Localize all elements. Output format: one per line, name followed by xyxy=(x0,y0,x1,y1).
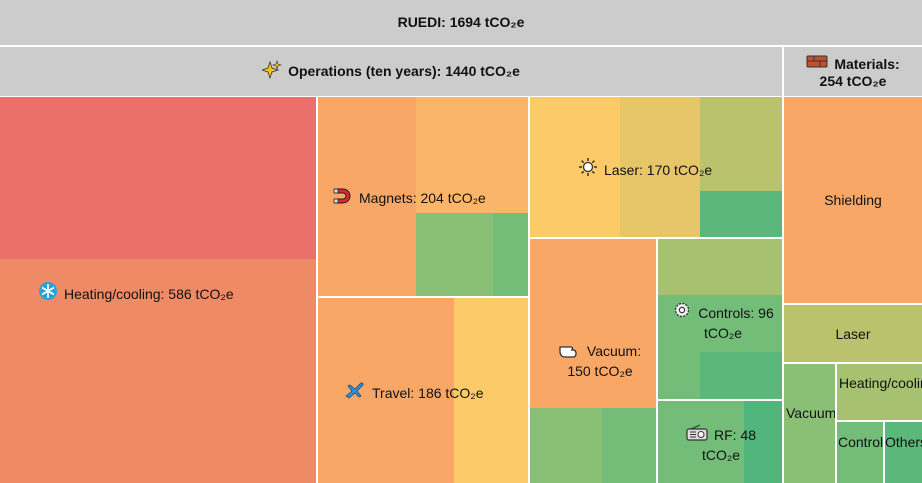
vacuum-label: Vacuum: 150 tCO₂e xyxy=(552,342,648,380)
materials-heating-label: Heating/cooling xyxy=(839,374,922,392)
vacuum-cell-c xyxy=(602,408,656,483)
controls-cell-c xyxy=(700,352,782,399)
controls-label: Controls: 96 tCO₂e xyxy=(668,300,778,342)
controls-cell-a xyxy=(658,239,782,295)
snowflake-icon xyxy=(38,281,58,305)
materials-header-text: Materials: xyxy=(834,56,900,72)
laser-cell-b xyxy=(620,97,700,237)
brick-icon xyxy=(806,55,828,72)
laser-cell-c xyxy=(700,97,782,191)
materials-others-label-text: Others xyxy=(885,434,922,450)
magnets-cell-c xyxy=(416,213,493,297)
operations-header: Operations (ten years): 1440 tCO₂e xyxy=(0,47,782,96)
materials-vacuum-label: Vacuum xyxy=(786,404,837,422)
rf-label: RF: 48 tCO₂e xyxy=(676,424,766,464)
materials-controls-cell xyxy=(837,422,883,483)
materials-vacuum-label-text: Vacuum xyxy=(786,405,837,421)
travel-label-text: Travel: 186 tCO₂e xyxy=(372,385,484,401)
materials-header: Materials: 254 tCO₂e xyxy=(784,47,922,96)
mat-divider-5 xyxy=(883,422,885,483)
magnets-cell-d xyxy=(493,213,528,297)
heating-cooling-cell-a xyxy=(0,97,316,259)
vacuum-label-text: Vacuum: 150 tCO₂e xyxy=(567,343,642,379)
travel-cell-b xyxy=(454,298,528,483)
heating-cooling-cell-b xyxy=(0,259,174,483)
header-divider xyxy=(0,45,922,47)
ops-divider-2 xyxy=(318,296,528,298)
airplane-icon xyxy=(344,380,366,404)
shielding-label-text: Shielding xyxy=(824,192,882,208)
vacuum-cell-a xyxy=(530,239,656,408)
materials-others-cell xyxy=(885,422,922,483)
laser-label-text: Laser: 170 tCO₂e xyxy=(604,162,713,178)
mat-divider-2 xyxy=(784,362,922,364)
radio-icon xyxy=(686,424,708,446)
heating-cooling-label: Heating/cooling: 586 tCO₂e xyxy=(38,281,234,305)
magnets-cell-b xyxy=(416,97,528,213)
rf-label-text: RF: 48 tCO₂e xyxy=(701,427,756,463)
materials-heating-cell xyxy=(837,364,922,420)
operations-header-text: Operations (ten years): 1440 tCO₂e xyxy=(288,63,520,79)
mat-divider-3 xyxy=(835,364,837,483)
materials-controls-label: Controls xyxy=(838,433,890,451)
vacuum-cell-b xyxy=(530,408,602,483)
rf-cell-b xyxy=(744,401,782,483)
mat-divider-4 xyxy=(837,420,922,422)
materials-others-label: Others xyxy=(885,433,922,451)
laser-cell-a xyxy=(530,97,620,237)
materials-vacuum-cell xyxy=(784,364,835,483)
materials-controls-label-text: Controls xyxy=(838,434,891,450)
rf-cell-a xyxy=(658,401,744,483)
controls-label-text: Controls: 96 tCO₂e xyxy=(698,305,774,341)
ops-divider-3 xyxy=(528,97,530,483)
magnet-icon xyxy=(333,187,353,209)
group-divider xyxy=(782,47,784,483)
mat-divider-1 xyxy=(784,303,922,305)
laser-label: Laser: 170 tCO₂e xyxy=(578,157,712,181)
chart-title: RUEDI: 1694 tCO₂e xyxy=(0,0,922,45)
magnets-cell-a xyxy=(318,97,416,297)
materials-laser-label: Laser xyxy=(835,325,870,343)
sparkles-icon xyxy=(260,59,283,84)
materials-laser-cell xyxy=(784,305,922,362)
ops-divider-5 xyxy=(656,239,658,483)
shielding-cell xyxy=(784,97,922,303)
heating-cooling-cell-c xyxy=(174,259,316,483)
laser-cell-d xyxy=(700,191,782,237)
heating-cooling-label-text: Heating/cooling: 586 tCO₂e xyxy=(64,286,234,302)
ops-divider-4 xyxy=(530,237,782,239)
materials-header-value: 254 tCO₂e xyxy=(819,73,887,89)
materials-laser-label-text: Laser xyxy=(835,326,871,342)
ops-divider-1 xyxy=(316,97,318,483)
magnets-label: Magnets: 204 tCO₂e xyxy=(333,187,486,209)
materials-heating-label-text: Heating/cooling xyxy=(839,375,922,391)
sun-icon xyxy=(578,157,598,181)
hand-icon xyxy=(559,342,581,362)
magnets-label-text: Magnets: 204 tCO₂e xyxy=(359,190,486,206)
travel-label: Travel: 186 tCO₂e xyxy=(344,380,484,404)
materials-header-line1: Materials: xyxy=(806,53,900,73)
ops-divider-6 xyxy=(658,399,782,401)
gear-icon xyxy=(672,300,692,324)
shielding-label: Shielding xyxy=(824,191,882,209)
travel-cell-a xyxy=(318,298,454,483)
